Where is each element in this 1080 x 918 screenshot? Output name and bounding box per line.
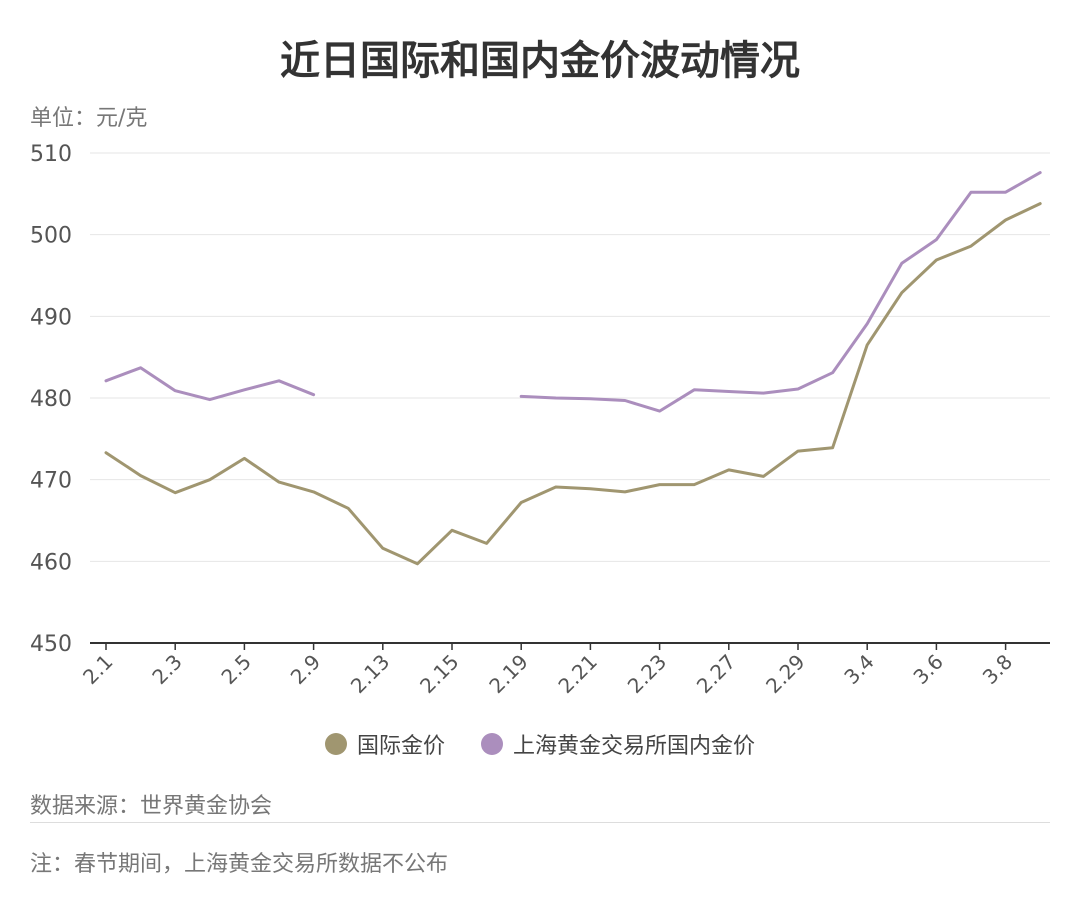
x-tick-label: 2.9: [286, 650, 325, 689]
y-tick-label: 470: [30, 469, 72, 494]
x-tick-label: 2.5: [216, 650, 255, 689]
x-tick-label: 3.6: [908, 650, 947, 689]
legend-item-international: 国际金价: [324, 728, 445, 760]
x-tick-label: 2.19: [484, 650, 532, 698]
series-line-0: [104, 202, 1042, 566]
legend-label-domestic: 上海黄金交易所国内金价: [513, 734, 756, 759]
y-tick-label: 500: [30, 224, 72, 249]
legend-marker-domestic: [481, 733, 503, 755]
x-tick-label: 3.8: [978, 650, 1017, 689]
y-tick-label: 510: [30, 142, 72, 167]
legend: 国际金价 上海黄金交易所国内金价: [0, 728, 1080, 760]
y-tick-label: 460: [30, 550, 72, 575]
data-source: 数据来源：世界黄金协会: [30, 794, 273, 819]
x-tick-label: 2.15: [415, 650, 463, 698]
y-tick-label: 450: [30, 632, 72, 657]
x-tick-label: 2.3: [147, 650, 186, 689]
x-tick-label: 2.21: [553, 650, 601, 698]
unit-label: 单位：元/克: [30, 106, 148, 131]
x-tick-label: 2.13: [346, 650, 394, 698]
series-line-1: [104, 171, 1042, 413]
x-tick-label: 3.4: [839, 650, 878, 689]
divider: [30, 822, 1050, 823]
x-tick-label: 2.1: [78, 650, 117, 689]
y-tick-label: 490: [30, 305, 72, 330]
legend-label-international: 国际金价: [356, 734, 445, 759]
x-tick-label: 2.29: [761, 650, 809, 698]
legend-marker-international: [324, 733, 347, 755]
x-tick-label: 2.23: [623, 650, 671, 698]
x-tick-label: 2.27: [692, 650, 740, 698]
chart-title: 近日国际和国内金价波动情况: [280, 38, 800, 84]
footnote: 注：春节期间，上海黄金交易所数据不公布: [30, 852, 449, 877]
y-tick-label: 480: [30, 387, 72, 412]
legend-item-domestic: 上海黄金交易所国内金价: [481, 728, 755, 760]
